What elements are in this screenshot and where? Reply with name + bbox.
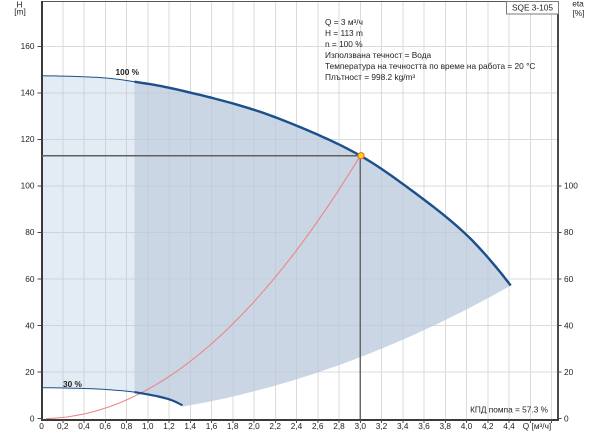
svg-text:0: 0 [30,413,35,423]
svg-text:20: 20 [25,367,35,377]
svg-text:2,8: 2,8 [333,421,345,431]
svg-text:1,8: 1,8 [227,421,239,431]
svg-text:1,4: 1,4 [184,421,196,431]
svg-text:120: 120 [21,134,35,144]
svg-text:160: 160 [21,41,35,51]
svg-text:3,2: 3,2 [376,421,388,431]
svg-text:2,4: 2,4 [291,421,303,431]
svg-text:3,0: 3,0 [355,421,367,431]
svg-text:0: 0 [39,421,44,431]
svg-text:0,4: 0,4 [78,421,90,431]
svg-text:n = 100 %: n = 100 % [325,39,363,49]
svg-text:H = 113 m: H = 113 m [325,28,363,38]
svg-text:Използвана течност = Вода: Използвана течност = Вода [325,50,432,60]
svg-text:2,0: 2,0 [248,421,260,431]
svg-text:100 %: 100 % [116,67,140,77]
svg-text:80: 80 [25,227,35,237]
svg-text:2,6: 2,6 [312,421,324,431]
svg-text:40: 40 [564,320,574,330]
svg-text:H: H [17,0,23,10]
svg-text:eta: eta [572,0,584,9]
svg-text:0,8: 0,8 [121,421,133,431]
svg-text:[m]: [m] [14,7,26,17]
svg-text:1,6: 1,6 [206,421,218,431]
svg-text:КПД помпа = 57.3 %: КПД помпа = 57.3 % [470,405,549,415]
svg-text:Q = 3 м³/ч: Q = 3 м³/ч [325,17,363,27]
svg-text:Температура на течността по вр: Температура на течността по време на раб… [325,61,535,71]
svg-text:Плътност = 998.2 kg/m³: Плътност = 998.2 kg/m³ [325,72,415,82]
svg-text:100: 100 [564,181,578,191]
svg-text:4,2: 4,2 [482,421,494,431]
svg-text:3,8: 3,8 [440,421,452,431]
svg-text:0,6: 0,6 [99,421,111,431]
svg-text:SQE 3-105: SQE 3-105 [512,3,553,13]
svg-text:60: 60 [25,274,35,284]
svg-text:0,2: 0,2 [57,421,69,431]
svg-text:[%]: [%] [573,8,585,18]
svg-text:2,2: 2,2 [269,421,281,431]
svg-text:40: 40 [25,320,35,330]
svg-text:30 %: 30 % [63,379,83,389]
svg-text:1,0: 1,0 [142,421,154,431]
svg-text:3,6: 3,6 [418,421,430,431]
svg-text:80: 80 [564,227,574,237]
svg-text:0: 0 [564,413,569,423]
svg-text:3,4: 3,4 [397,421,409,431]
svg-text:Q [м³/ч]: Q [м³/ч] [523,421,551,431]
svg-text:4,4: 4,4 [503,421,515,431]
svg-text:4,0: 4,0 [461,421,473,431]
svg-text:20: 20 [564,367,574,377]
svg-text:140: 140 [21,88,35,98]
svg-text:60: 60 [564,274,574,284]
svg-text:1,2: 1,2 [163,421,175,431]
svg-text:100: 100 [21,181,35,191]
